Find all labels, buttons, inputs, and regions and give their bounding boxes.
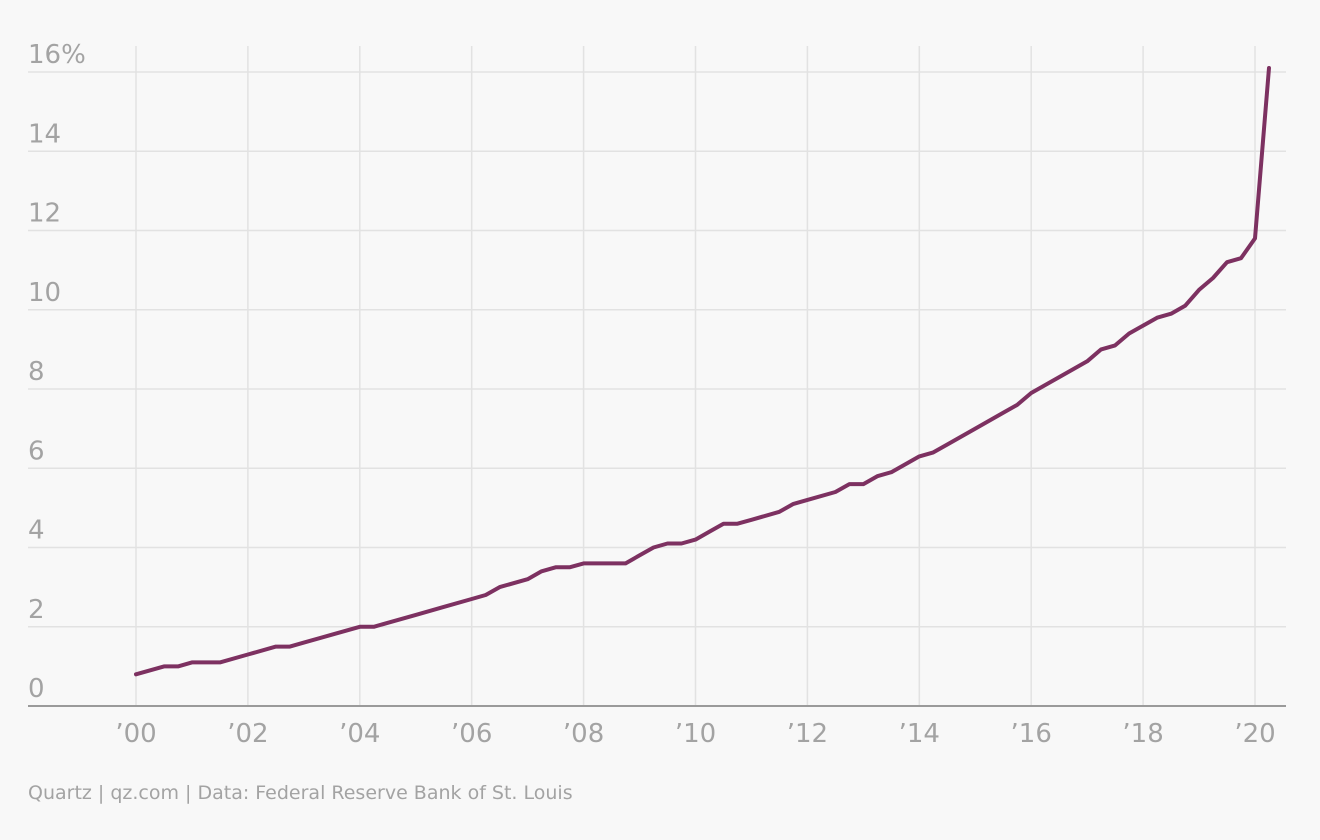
y-tick-label: 2 <box>28 595 45 625</box>
y-tick-label: 4 <box>28 516 45 546</box>
y-tick-label: 16% <box>28 40 86 70</box>
x-tick-label: ’06 <box>451 719 492 749</box>
axes: 0 2 4 6 8 10 12 14 16% ’00 ’02 ’04 ’06 ’08 ’10 ’12 ’14 ’1… <box>28 40 1286 749</box>
x-tick-label: ’18 <box>1122 719 1163 749</box>
x-tick-label: ’12 <box>787 719 828 749</box>
source-credit: Quartz | qz.com | Data: Federal Reserve … <box>28 782 573 804</box>
x-tick-label: ’10 <box>675 719 716 749</box>
y-tick-label: 0 <box>28 674 45 704</box>
y-tick-label: 8 <box>28 357 45 387</box>
y-tick-label: 6 <box>28 436 45 466</box>
series-line <box>134 66 1271 677</box>
x-tick-label: ’16 <box>1011 719 1052 749</box>
x-tick-label: ’08 <box>563 719 604 749</box>
x-tick-label: ’02 <box>227 719 268 749</box>
y-tick-label: 10 <box>28 278 61 308</box>
grid <box>28 46 1286 706</box>
x-tick-label: ’20 <box>1234 719 1275 749</box>
series-layer <box>134 66 1271 677</box>
x-tick-label: ’14 <box>899 719 940 749</box>
y-tick-label: 12 <box>28 199 61 229</box>
x-tick-label: ’04 <box>339 719 380 749</box>
x-tick-label: ’00 <box>115 719 156 749</box>
y-tick-label: 14 <box>28 119 61 149</box>
